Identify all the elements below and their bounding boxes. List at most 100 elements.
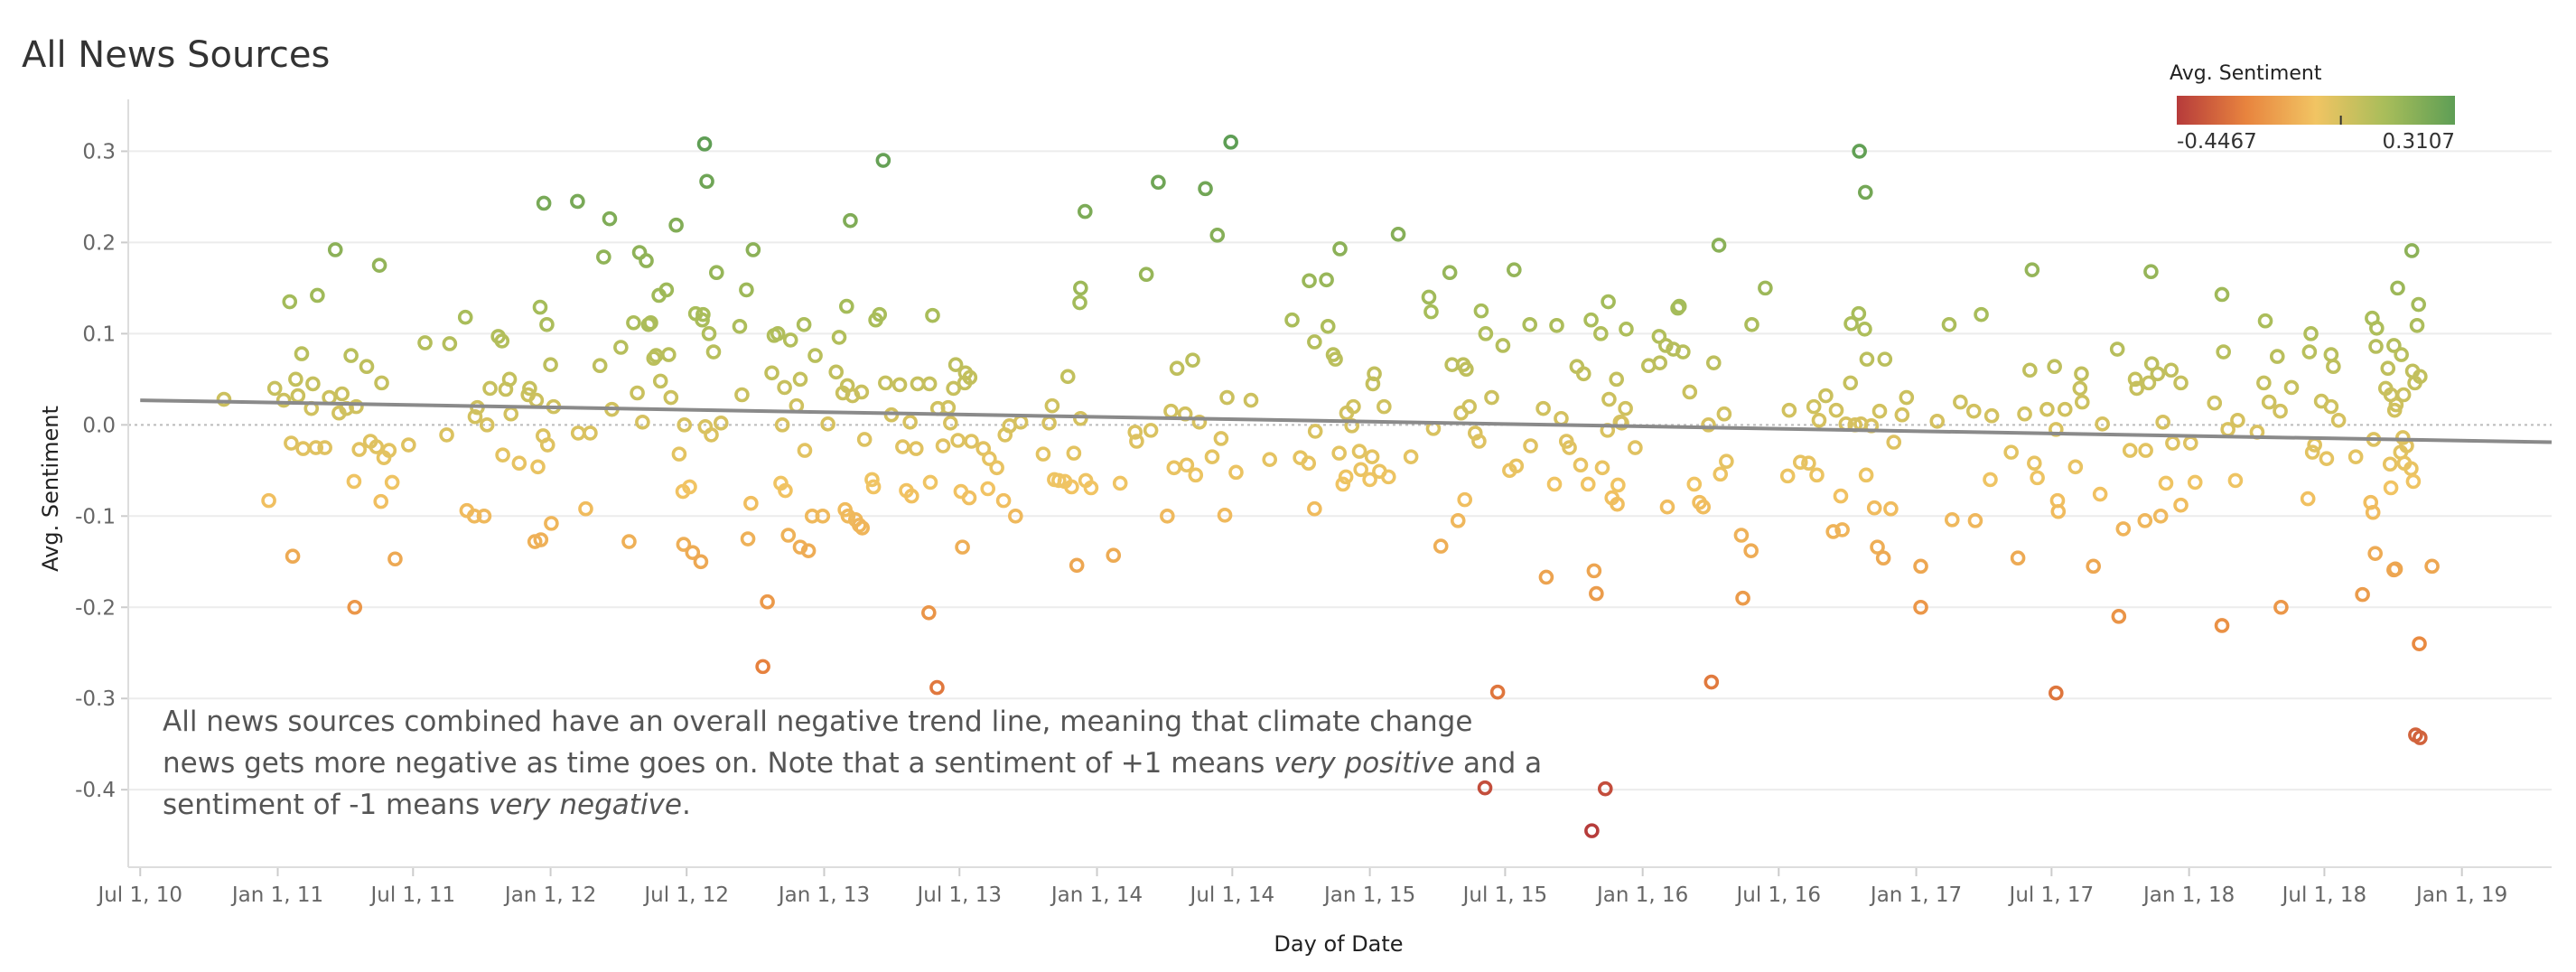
- data-point: [1682, 384, 1698, 400]
- data-point: [2323, 398, 2339, 415]
- data-point: [792, 371, 808, 388]
- data-point: [1041, 416, 1057, 431]
- data-point: [663, 389, 679, 406]
- data-point: [2143, 264, 2159, 280]
- data-point: [962, 369, 978, 386]
- data-point: [732, 318, 748, 334]
- data-point: [745, 242, 761, 257]
- data-point: [1059, 369, 1076, 385]
- data-point: [685, 545, 701, 560]
- data-point: [891, 377, 908, 393]
- data-point: [322, 389, 337, 406]
- data-point: [1129, 434, 1144, 449]
- data-point: [925, 307, 940, 323]
- data-point: [1743, 543, 1759, 558]
- data-point: [1857, 322, 1872, 337]
- data-point: [2301, 344, 2318, 360]
- data-point: [1628, 440, 1643, 455]
- data-point: [216, 391, 232, 407]
- data-point: [2382, 456, 2398, 472]
- data-point: [317, 440, 332, 455]
- data-point: [1284, 312, 1300, 328]
- data-point: [1421, 289, 1437, 305]
- data-point: [1138, 266, 1154, 283]
- data-point: [839, 298, 854, 314]
- data-point: [1713, 466, 1729, 482]
- data-point: [1151, 174, 1166, 191]
- data-point: [1549, 317, 1564, 333]
- data-point: [494, 333, 510, 349]
- data-point: [796, 316, 812, 332]
- data-point: [530, 459, 546, 475]
- data-point: [343, 348, 359, 363]
- data-point: [1546, 476, 1563, 492]
- data-point: [2173, 497, 2189, 513]
- data-point: [532, 299, 548, 315]
- data-point: [1659, 499, 1675, 515]
- data-point: [1594, 460, 1610, 476]
- data-point: [1217, 507, 1233, 523]
- data-point: [1575, 366, 1591, 382]
- chart-title: All News Sources: [22, 34, 331, 76]
- data-point: [2413, 369, 2428, 385]
- data-point: [1851, 305, 1867, 322]
- data-point: [359, 359, 375, 375]
- data-point: [1066, 445, 1082, 461]
- data-point: [935, 438, 951, 453]
- data-point: [696, 136, 713, 152]
- data-point: [1403, 449, 1419, 464]
- data-point: [1974, 306, 1989, 322]
- data-point: [1013, 414, 1029, 430]
- data-point: [658, 282, 675, 298]
- data-point: [1913, 599, 1928, 615]
- data-point: [797, 443, 813, 458]
- data-point: [1423, 304, 1439, 320]
- data-point: [1658, 338, 1674, 353]
- data-point: [1169, 360, 1185, 377]
- data-point: [373, 493, 389, 509]
- data-point: [2049, 685, 2064, 701]
- data-point: [2304, 444, 2320, 460]
- data-point: [1686, 476, 1703, 492]
- data-point: [755, 659, 770, 675]
- data-point: [807, 348, 823, 363]
- data-point: [1471, 434, 1487, 449]
- x-tick-label: Jul 1, 16: [1734, 883, 1821, 907]
- data-point: [955, 539, 970, 555]
- data-point: [401, 437, 416, 453]
- data-point: [1073, 280, 1088, 296]
- data-point: [2405, 473, 2422, 490]
- data-point: [1307, 334, 1322, 350]
- data-point: [2403, 243, 2420, 258]
- data-point: [1538, 569, 1554, 585]
- data-point: [1332, 241, 1348, 257]
- data-point: [1457, 491, 1473, 508]
- data-point: [982, 451, 997, 466]
- data-point: [2216, 344, 2231, 360]
- x-tick-label: Jul 1, 13: [915, 883, 1002, 907]
- data-point: [1877, 351, 1893, 367]
- data-point: [1307, 424, 1323, 439]
- data-point: [1461, 398, 1477, 415]
- data-point: [583, 425, 598, 441]
- data-point: [1941, 316, 1957, 332]
- data-point: [1522, 316, 1538, 332]
- legend-max-label: 0.3107: [2383, 130, 2455, 154]
- data-point: [1801, 455, 1816, 472]
- data-point: [2395, 387, 2412, 403]
- data-point: [1833, 488, 1849, 504]
- data-point: [2137, 513, 2153, 528]
- data-point: [2017, 406, 2032, 422]
- data-point: [1083, 480, 1099, 496]
- data-point: [1675, 344, 1691, 360]
- data-point: [613, 340, 629, 355]
- data-point: [536, 195, 552, 211]
- data-point: [2409, 317, 2425, 333]
- data-point: [1858, 467, 1874, 483]
- data-point: [2257, 313, 2273, 329]
- data-point: [2138, 443, 2153, 458]
- data-point: [2150, 366, 2166, 382]
- data-point: [2092, 486, 2108, 502]
- data-point: [2323, 347, 2339, 362]
- data-point: [503, 406, 519, 422]
